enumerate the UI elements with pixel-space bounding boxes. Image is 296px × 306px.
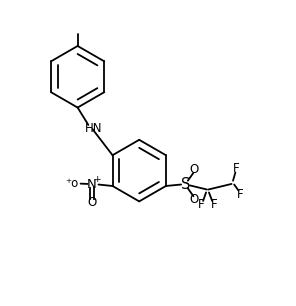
Text: O: O	[87, 196, 96, 209]
Text: F: F	[237, 188, 244, 201]
Text: F: F	[198, 198, 204, 211]
Text: O: O	[190, 193, 199, 206]
Text: HN: HN	[85, 122, 102, 135]
Text: S: S	[181, 177, 190, 192]
Text: F: F	[233, 162, 239, 175]
Text: +: +	[93, 175, 100, 184]
Text: ⁺o: ⁺o	[66, 177, 79, 190]
Text: O: O	[190, 163, 199, 176]
Text: N: N	[87, 178, 97, 191]
Text: F: F	[211, 198, 217, 211]
